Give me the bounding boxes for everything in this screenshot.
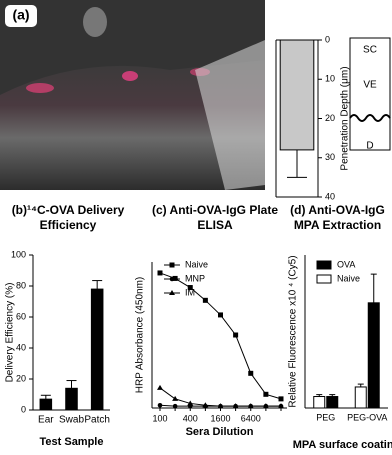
bar (65, 387, 78, 411)
y-tick-label: 20 (16, 373, 26, 383)
marker (172, 395, 179, 401)
marker (248, 370, 254, 376)
x-tick-label: Ear (38, 415, 54, 426)
x-axis-label: Sera Dilution (186, 426, 254, 438)
wavy-boundary (349, 114, 391, 122)
y-tick-label: 60 (16, 311, 26, 321)
y-tick-label: 10 (325, 74, 335, 84)
fluorescence (26, 83, 54, 93)
marker (187, 400, 194, 406)
bar (90, 288, 104, 411)
chart-title: (c) Anti-OVA-IgG Plate ELISA (152, 203, 278, 232)
x-tick-label: 1600 (210, 413, 230, 423)
y-axis-label: Relative Fluorescence x10 ⁴ (Cy5) (288, 255, 299, 407)
y-tick-label: 0 (325, 34, 330, 44)
layer-label: SC (363, 45, 377, 56)
y-axis-label: Penetration Depth (μm) (340, 66, 351, 170)
legend-swatch (316, 260, 332, 270)
x-tick-label: 100 (152, 413, 167, 423)
marker (187, 285, 193, 291)
layer-label: VE (363, 80, 377, 91)
marker (278, 396, 284, 402)
marker (172, 403, 178, 409)
bar (39, 398, 53, 411)
legend-label: Naive (185, 259, 208, 269)
bar (354, 386, 367, 409)
y-tick-label: 40 (16, 342, 26, 352)
legend-marker (169, 262, 175, 268)
bar (326, 396, 339, 409)
legend-marker (169, 276, 175, 282)
y-axis-label: HRP Absorbance (450nm) (135, 277, 146, 394)
marker (278, 403, 284, 409)
marker (217, 403, 224, 409)
x-axis-label: Test Sample (40, 436, 104, 448)
marker (157, 384, 163, 390)
marker (262, 403, 269, 409)
marker (247, 403, 254, 409)
marker (202, 402, 209, 408)
marker (263, 391, 269, 397)
marker (232, 403, 239, 409)
marker (218, 312, 223, 318)
fluorescence (122, 71, 138, 81)
marker (233, 332, 239, 338)
y-tick-label: 20 (325, 113, 335, 123)
x-tick-label: Swab (59, 415, 84, 426)
marker (157, 402, 163, 408)
layer-box (349, 37, 391, 151)
y-tick-label: 30 (325, 152, 335, 162)
y-axis-label: Delivery Efficiency (%) (5, 283, 16, 383)
x-tick-label: Patch (84, 415, 110, 426)
legend-label: OVA (337, 259, 355, 269)
label-box (5, 5, 37, 27)
legend-marker (169, 290, 175, 295)
panel-label: (a) (12, 7, 29, 23)
y-tick-label: 100 (11, 249, 26, 259)
bar (367, 302, 380, 409)
series-line (159, 272, 282, 400)
layer-label: D (366, 141, 373, 152)
x-tick-label: 6400 (241, 413, 261, 423)
chart-title: (b)¹⁴C-OVA Delivery Efficiency (11, 203, 125, 232)
cell (83, 7, 107, 37)
legend-label: MNP (185, 273, 205, 283)
tissue (0, 60, 265, 190)
y-tick-label: 0 (21, 404, 26, 414)
chart-title: (d) Anti-OVA-IgG MPA Extraction (290, 203, 385, 232)
x-tick-label: PEG (316, 412, 335, 422)
x-axis-label: MPA surface coating (293, 439, 392, 451)
x-tick-label: PEG-OVA (347, 412, 387, 422)
zoom-region (195, 40, 265, 190)
y-tick-label: 80 (16, 280, 26, 290)
legend-label: Naive (337, 273, 360, 283)
y-tick-label: 40 (325, 191, 335, 201)
marker (157, 270, 163, 276)
bar (279, 39, 315, 151)
legend-swatch (316, 274, 332, 284)
x-tick-label: 400 (183, 413, 198, 423)
bar (313, 396, 326, 409)
legend-label: IM (185, 287, 195, 297)
marker (202, 297, 208, 303)
marker (172, 275, 178, 281)
